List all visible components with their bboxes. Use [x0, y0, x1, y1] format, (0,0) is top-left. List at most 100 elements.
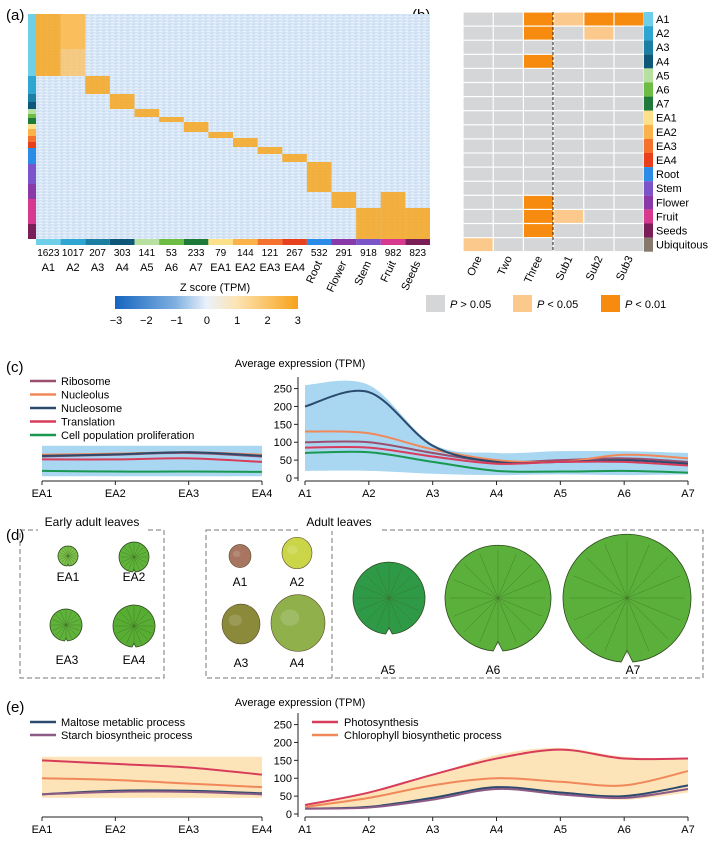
- y-tick-label: 150: [274, 419, 292, 431]
- row-color-a4: [28, 102, 36, 109]
- x-tick-label: A7: [681, 824, 694, 836]
- leaf-label: EA2: [123, 570, 146, 584]
- heatmap-count: 121: [262, 248, 279, 259]
- early-leaves-title: Early adult leaves: [45, 515, 140, 529]
- row-color-ea4: [28, 142, 36, 148]
- enrichment-cell: [614, 111, 644, 125]
- leaf-label: EA3: [56, 653, 79, 667]
- legend-label: Nucleosome: [61, 403, 122, 415]
- enrichment-row-label: Root: [656, 169, 679, 181]
- enrichment-cell: [554, 40, 584, 54]
- leaf-label: A1: [233, 575, 248, 589]
- enrichment-cell: [554, 97, 584, 111]
- col-color-a5: [134, 239, 160, 245]
- enrichment-cell: [524, 111, 553, 125]
- enrichment-cell: [463, 40, 493, 54]
- row-color-flower: [28, 184, 36, 199]
- y-tick-label: 250: [274, 384, 292, 396]
- heatmap-block: [356, 208, 381, 239]
- enrichment-row-label: EA4: [656, 155, 677, 167]
- leaf-label: A5: [381, 663, 396, 677]
- enrichment-cell: [554, 153, 584, 167]
- enrichment-col-label: Sub2: [584, 254, 606, 282]
- enrichment-row-color: [644, 26, 653, 41]
- adult-leaves-title: Adult leaves: [306, 515, 371, 529]
- enrichment-cell: [584, 167, 614, 181]
- enrichment-cell: [614, 54, 644, 68]
- legend-label: Cell population proliferation: [61, 430, 194, 442]
- enrichment-cell: [584, 97, 614, 111]
- enrichment-row-label: EA1: [656, 113, 677, 125]
- enrichment-cell: [584, 181, 614, 195]
- series-line-chlorophyll-biosynthetic-process: [41, 777, 263, 789]
- enrichment-row-label: Stem: [656, 183, 682, 195]
- enrichment-cell: [463, 12, 493, 26]
- enrichment-row-color-bar: [644, 12, 653, 252]
- y-tick-label: 100: [274, 773, 292, 785]
- enrichment-row-color: [644, 138, 653, 153]
- heatmap-col-label: A3: [91, 262, 104, 274]
- heatmap-count: 823: [409, 248, 426, 259]
- leaf-ea1: [57, 545, 79, 567]
- zscore-tick: −2: [140, 315, 153, 327]
- enrichment-cell: [493, 210, 523, 223]
- heatmap-count: 53: [166, 248, 178, 259]
- enrichment-row-label: A4: [656, 56, 669, 68]
- enrichment-cell: [554, 224, 584, 237]
- legend-label: Chlorophyll biosynthetic process: [344, 730, 502, 742]
- enrichment-cell: [463, 224, 493, 237]
- x-tick-label: EA2: [105, 824, 126, 836]
- heatmap-count: 233: [188, 248, 205, 259]
- x-tick-label: EA1: [32, 488, 53, 500]
- enrichment-cell: [614, 83, 644, 96]
- enrichment-cell: [614, 181, 644, 195]
- enrichment-cell: [584, 111, 614, 125]
- enrichment-cell: [614, 167, 644, 181]
- x-tick-label: A2: [362, 824, 375, 836]
- enrichment-cell: [584, 210, 614, 223]
- enrichment-cell: [554, 12, 584, 26]
- enrichment-legend: P > 0.05 P < 0.05 P < 0.01: [426, 295, 666, 312]
- row-color-ea3: [28, 136, 36, 142]
- enrichment-cell: [584, 54, 614, 68]
- x-tick-label: A4: [490, 488, 503, 500]
- heatmap-col-label: Seeds: [399, 259, 423, 293]
- y-tick-label: 50: [280, 791, 292, 803]
- enrichment-cell: [584, 40, 614, 54]
- heatmap-count: 79: [215, 248, 227, 259]
- heatmap-col-label: EA4: [284, 262, 305, 274]
- y-tick-label: 0: [286, 809, 292, 821]
- y-tick-label: 150: [274, 755, 292, 767]
- enrichment-cell: [493, 54, 523, 68]
- heatmap-block: [208, 132, 233, 138]
- x-tick-label: EA2: [105, 488, 126, 500]
- x-tick-label: A5: [554, 824, 567, 836]
- heatmap-block: [282, 154, 307, 162]
- enrichment-row-label: A5: [656, 70, 669, 82]
- y-tick-label: 50: [280, 455, 292, 467]
- x-tick-label: A3: [426, 824, 439, 836]
- enrichment-cell: [524, 210, 553, 223]
- heatmap-col-label: Root: [304, 259, 325, 285]
- heatmap-block: [306, 162, 332, 192]
- col-color-fruit: [380, 239, 406, 245]
- heatmap-block: [257, 147, 283, 154]
- enrichment-cell: [554, 26, 584, 40]
- panel-c-right-chart: A1 A2 A3 A4 A5 A6 A7 250 200 150 100 50 0: [274, 377, 695, 500]
- enrichment-row-label: A1: [656, 14, 669, 26]
- series-line-starch-biosyntheic-process: [304, 787, 689, 810]
- panel-d: Early adult leaves Adult leaves EA1 EA2EA…: [19, 513, 704, 679]
- leaf-label: A7: [626, 663, 641, 677]
- x-tick-label: EA4: [252, 824, 273, 836]
- heatmap-count: 303: [114, 248, 131, 259]
- col-color-a7: [183, 239, 209, 245]
- heatmap-count: 207: [89, 248, 106, 259]
- enrichment-cell: [584, 83, 614, 96]
- series-line-translation: [304, 445, 689, 467]
- series-line-nucleosome: [41, 451, 263, 457]
- enrichment-cell: [584, 26, 614, 40]
- adult-title-bg: [298, 513, 380, 531]
- range-band: [42, 756, 262, 798]
- enrichment-cell: [463, 26, 493, 40]
